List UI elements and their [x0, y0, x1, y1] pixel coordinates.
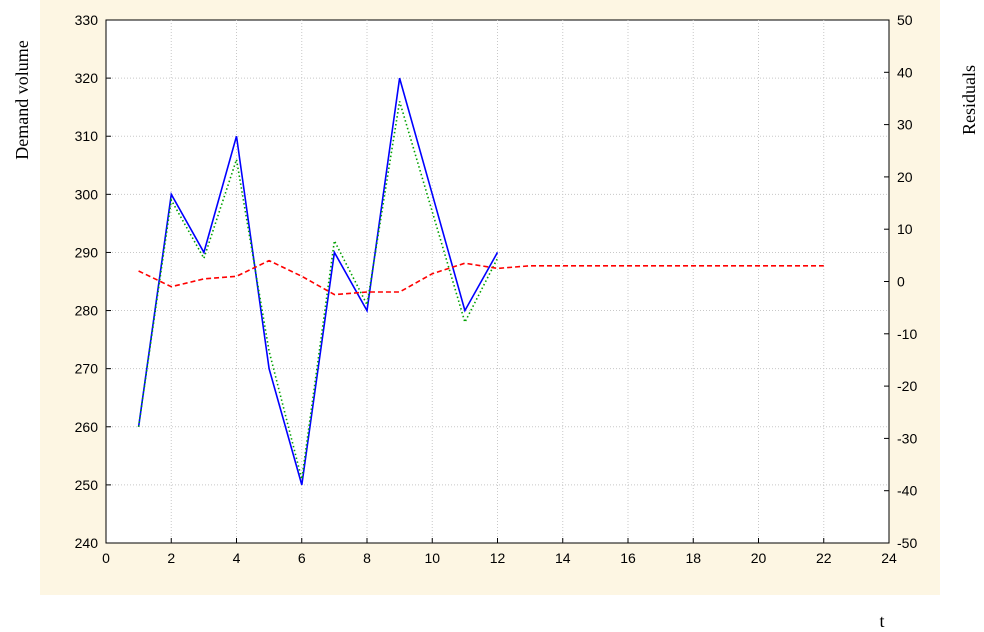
y-tick-label: 300 — [75, 186, 99, 202]
y-tick-label: 260 — [75, 419, 99, 435]
x-tick-label: 20 — [751, 550, 767, 566]
x-tick-label: 2 — [167, 550, 175, 566]
y2-tick-label: -20 — [897, 378, 917, 394]
y2-tick-label: 30 — [897, 117, 913, 133]
series-line-1 — [137, 77, 499, 486]
y-tick-label: 330 — [75, 12, 99, 28]
x-tick-label: 10 — [424, 550, 440, 566]
y2-tick-label: 50 — [897, 12, 913, 28]
y-tick-label: 250 — [75, 477, 99, 493]
y2-tick-label: -30 — [897, 430, 917, 446]
x-tick-label: 4 — [233, 550, 241, 566]
x-tick-label: 24 — [881, 550, 897, 566]
y2-tick-label: 10 — [897, 221, 913, 237]
y-axis-title: Demand volume — [12, 40, 32, 159]
y2-tick-label: -50 — [897, 535, 917, 551]
y-tick-label: 280 — [75, 303, 99, 319]
y2-tick-label: 40 — [897, 64, 913, 80]
series-line-2 — [137, 101, 499, 480]
y2-tick-label: 20 — [897, 169, 913, 185]
x-tick-label: 8 — [363, 550, 371, 566]
x-tick-label: 16 — [620, 550, 636, 566]
x-axis-title: t — [879, 611, 884, 631]
y2-axis-title: Residuals — [959, 65, 979, 135]
y-tick-label: 270 — [75, 361, 99, 377]
y-tick-label: 240 — [75, 535, 99, 551]
x-tick-label: 18 — [685, 550, 701, 566]
ticks-layer: 0 2 4 6 8 10 12 14 16 18 20 22 242402502602702802903… — [75, 12, 918, 566]
x-tick-label: 12 — [490, 550, 506, 566]
y2-tick-label: 0 — [897, 274, 905, 290]
x-tick-label: 14 — [555, 550, 571, 566]
y-tick-label: 290 — [75, 244, 99, 260]
x-tick-label: 22 — [816, 550, 832, 566]
y-tick-label: 320 — [75, 70, 99, 86]
y2-tick-label: -10 — [897, 326, 917, 342]
series-line-3 — [138, 259, 824, 296]
x-tick-label: 0 — [102, 550, 110, 566]
y2-tick-label: -40 — [897, 483, 917, 499]
grid — [106, 20, 889, 543]
y-tick-label: 310 — [75, 128, 99, 144]
x-tick-label: 6 — [298, 550, 306, 566]
series-layer — [137, 77, 824, 486]
